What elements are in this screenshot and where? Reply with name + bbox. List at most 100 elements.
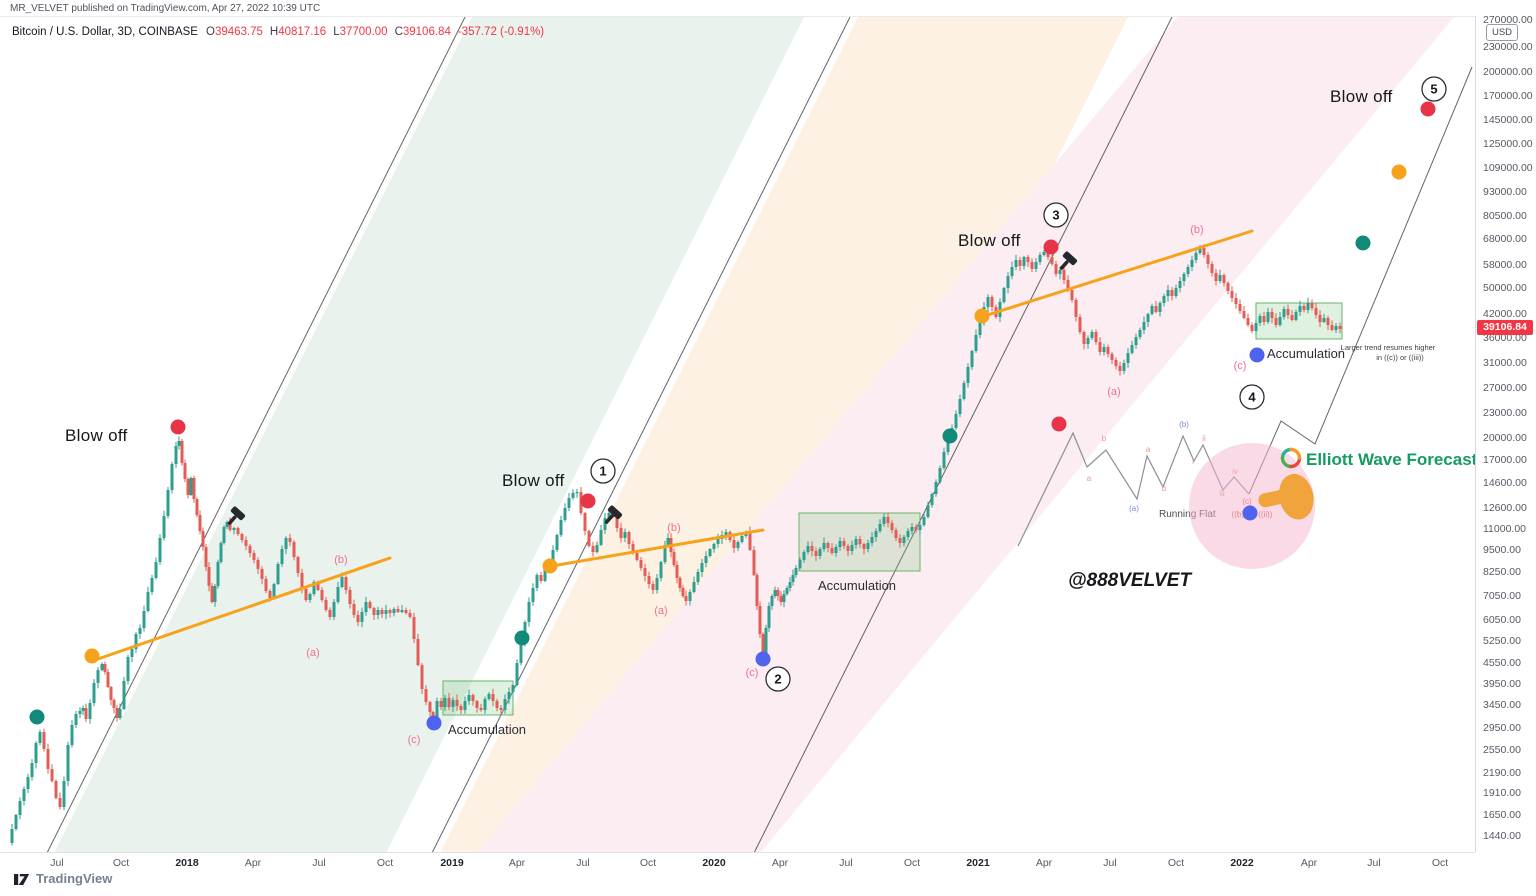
candle-body <box>1086 338 1090 344</box>
circled-number-digit: 4 <box>1248 390 1256 405</box>
ewf-logo[interactable]: Elliott Wave Forecast <box>1280 447 1476 470</box>
candle-body <box>1314 308 1318 315</box>
candle-body <box>1290 315 1294 320</box>
circled-number-digit: 5 <box>1430 82 1437 97</box>
candle-body <box>978 321 982 335</box>
cycle-dot[interactable] <box>1355 235 1371 251</box>
candle-body <box>1202 248 1206 255</box>
time-axis-label: Apr <box>771 857 789 869</box>
cycle-dot[interactable] <box>514 630 530 646</box>
cycle-dot[interactable] <box>755 651 771 667</box>
gavel-icon <box>1059 251 1078 270</box>
candle-body <box>162 516 166 538</box>
price-axis-label: 20000.00 <box>1483 432 1527 444</box>
cycle-dot[interactable] <box>426 715 442 731</box>
candle-body <box>535 575 539 588</box>
candle-body <box>1170 290 1174 296</box>
price-axis-label: 80500.00 <box>1483 210 1527 222</box>
candle-body <box>1194 253 1198 260</box>
cycle-dot[interactable] <box>84 648 100 664</box>
circled-number: 1 <box>590 458 616 484</box>
trend-line[interactable] <box>544 528 765 569</box>
currency-unit-badge[interactable]: USD <box>1486 24 1518 41</box>
candle-body <box>1026 257 1030 262</box>
candle-body <box>1082 332 1086 344</box>
time-axis-label: Jul <box>839 857 853 869</box>
price-axis-label: 11000.00 <box>1483 523 1527 535</box>
cycle-dot[interactable] <box>1242 505 1258 521</box>
candle-body <box>138 628 142 634</box>
candle-body <box>1326 318 1330 325</box>
candle-body <box>1210 264 1214 273</box>
candle-body <box>527 602 531 622</box>
candle-body <box>352 604 356 615</box>
candle-body <box>878 524 882 531</box>
candle-body <box>1058 270 1062 274</box>
candle-body <box>1078 317 1082 332</box>
circled-number-digit: 1 <box>599 464 606 479</box>
cycle-dot[interactable] <box>29 709 45 725</box>
candle-body <box>495 701 499 708</box>
accumulation-label: Accumulation <box>1267 346 1345 361</box>
cycle-dot[interactable] <box>1420 101 1436 117</box>
candle-body <box>198 515 202 531</box>
candle-body <box>300 573 304 589</box>
time-axis-label: Oct <box>1167 857 1185 869</box>
cycle-dot[interactable] <box>1391 164 1407 180</box>
candle-body <box>443 698 447 707</box>
candle-body <box>838 541 842 547</box>
candle-body <box>898 538 902 543</box>
candle-body <box>268 591 272 598</box>
candle-body <box>158 538 162 562</box>
cycle-dot[interactable] <box>580 493 596 509</box>
cycle-dot[interactable] <box>942 428 958 444</box>
tradingview-watermark[interactable]: TradingView <box>14 871 112 886</box>
cycle-dot[interactable] <box>1043 239 1059 255</box>
cycle-dot[interactable] <box>1051 416 1067 432</box>
forecast-note-line1: Larger trend resumes higher <box>1341 343 1436 352</box>
candle-body <box>591 546 595 552</box>
cycle-dot[interactable] <box>1249 347 1265 363</box>
candle-body <box>1118 366 1122 371</box>
price-axis-label: 5250.00 <box>1483 635 1521 647</box>
velvet-handle: @888VELVET <box>1068 570 1192 591</box>
trend-line[interactable] <box>976 229 1254 320</box>
cycle-dot[interactable] <box>170 419 186 435</box>
circled-number: 5 <box>1421 76 1447 102</box>
hand-palm <box>1278 473 1314 520</box>
ohlc-segment: L37700.00 <box>333 26 388 38</box>
blow-off-label: Blow off <box>502 471 565 490</box>
channel-band-cycle-2 <box>440 17 1128 853</box>
candle-body <box>186 479 190 495</box>
symbol-legend[interactable]: Bitcoin / U.S. Dollar, 3D, COINBASE O3946… <box>12 26 544 38</box>
candle-body <box>1042 252 1046 255</box>
candle-body <box>22 789 26 801</box>
candle-body <box>316 582 320 590</box>
candle-body <box>788 582 792 588</box>
candle-body <box>603 518 607 530</box>
price-chart[interactable]: ab(a)ab(b)iiiiiiiv(c)((b)) or ((ii))Runn… <box>0 17 1475 853</box>
candle-body <box>930 494 934 505</box>
candle-body <box>380 610 384 614</box>
cycle-dot[interactable] <box>542 558 558 574</box>
candle-body <box>1130 345 1134 353</box>
price-axis[interactable]: USD 39106.84 270000.00 230000.00 200000.00… <box>1475 14 1536 852</box>
candle-body <box>189 478 193 495</box>
last-price-tag: 39106.84 <box>1477 320 1533 335</box>
candle-body <box>776 590 780 596</box>
candle-body <box>332 602 336 617</box>
symbol-title[interactable]: Bitcoin / U.S. Dollar, 3D, COINBASE <box>12 26 198 38</box>
candle-body <box>1018 260 1022 266</box>
candle-body <box>404 610 408 613</box>
trend-line[interactable] <box>93 556 392 662</box>
candle-body <box>938 468 942 482</box>
wave-diagram-label: a <box>1146 445 1151 454</box>
time-axis-label: Jul <box>1103 857 1117 869</box>
price-axis-label: 270000.00 <box>1483 14 1533 26</box>
price-axis-label: 109000.00 <box>1483 162 1533 174</box>
cycle-dot[interactable] <box>974 308 990 324</box>
ohlc-segment: C39106.84 <box>394 26 451 38</box>
time-axis[interactable]: Jul Oct 2018 Apr Jul Oct 2019 Apr Jul Oct 2020 Apr J… <box>0 852 1475 874</box>
candle-body <box>651 584 655 590</box>
candle-body <box>850 545 854 551</box>
